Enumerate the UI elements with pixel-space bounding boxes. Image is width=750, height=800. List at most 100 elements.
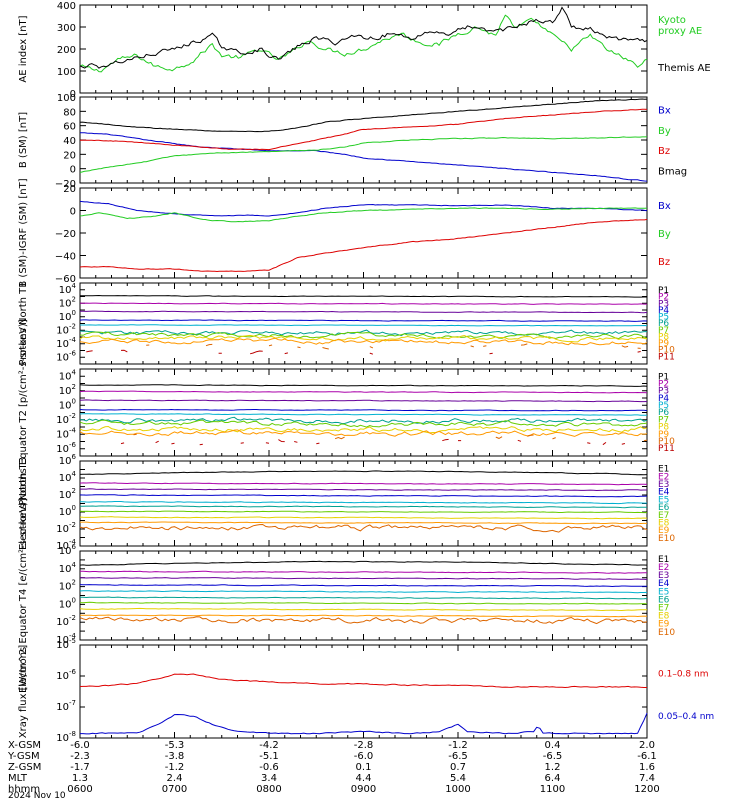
legend-label: P6 [658, 319, 669, 329]
y-axis-label: B (SM) [nT] [18, 112, 29, 168]
legend-label: P4 [658, 306, 669, 316]
y-axis-label: B (SM)-IGRF (SM) [nT] [18, 178, 29, 287]
ephemeris-row-label: Z-GSM [8, 762, 41, 773]
panel-1: 0 100 200 300 400 AE index [nT] Kyoto proxy AE T… [18, 1, 711, 100]
y-tick-label: −20 [55, 229, 76, 240]
y-tick-label: 106 [59, 453, 77, 467]
ephemeris-value: -1.2 [165, 762, 185, 773]
ephemeris-value: 2.4 [167, 773, 183, 784]
series-line-e10 [79, 523, 648, 533]
ephemeris-value: -1.7 [70, 762, 90, 773]
series-line-p4 [79, 319, 648, 322]
y-tick-label: 104 [59, 282, 77, 296]
legend-label: E6 [658, 503, 670, 513]
y-axis-label: Xray flux [W/m^2] [18, 645, 29, 739]
y-tick-label: 10-5 [56, 637, 76, 651]
series-line-e6 [80, 596, 648, 600]
panel-frame [79, 368, 648, 457]
y-tick-label: 104 [59, 470, 77, 484]
legend-label: P7 [658, 415, 669, 425]
y-tick-label: 10-6 [56, 349, 76, 363]
ephemeris-value: -6.0 [70, 740, 90, 751]
y-tick-label: 10-6 [56, 668, 76, 682]
ephemeris-value: -2.8 [354, 740, 374, 751]
y-tick-label: 10-6 [56, 441, 76, 455]
y-tick-label: 10-2 [56, 521, 76, 535]
legend-label: E1 [658, 465, 669, 475]
panel-frame [79, 96, 648, 184]
series-line-p5 [79, 413, 648, 416]
series-line-e1 [79, 470, 648, 476]
y-tick-label: 100 [59, 397, 76, 411]
series-line-e5 [80, 501, 647, 505]
ephemeris-value: -6.0 [354, 751, 374, 762]
ephemeris-row-label: Y-GSM [7, 751, 40, 762]
legend-label: P9 [658, 430, 669, 440]
ephemeris-value: -4.2 [259, 740, 279, 751]
series-line-p9 [79, 429, 648, 437]
ephemeris-value: 1200 [634, 784, 659, 795]
series-line-e2 [79, 482, 648, 486]
ephemeris-value: 2.0 [639, 740, 655, 751]
ephemeris-value: -0.6 [259, 762, 279, 773]
ephemeris-value: 3.4 [261, 773, 277, 784]
series-line-p6 [80, 416, 648, 425]
series-line-e7 [79, 601, 648, 605]
series-line-p1 [79, 384, 648, 387]
legend-label: P11 [658, 352, 675, 362]
series-line-p4 [79, 408, 648, 412]
y-tick-label: 0 [70, 207, 76, 218]
ephemeris-value: 7.4 [639, 773, 655, 784]
y-tick-label: −20 [55, 179, 76, 190]
legend-label: E3 [658, 480, 669, 490]
legend-label: E1 [658, 555, 669, 565]
y-tick-label: 102 [59, 383, 76, 397]
ephemeris-value: 0.4 [545, 740, 561, 751]
panel-frame [79, 644, 648, 739]
series-line-bmag [79, 98, 648, 133]
legend-label: E2 [658, 563, 669, 573]
y-tick-label: 300 [57, 23, 76, 34]
series-line-e3 [80, 488, 647, 492]
series-line-0-1-0-8-nm [79, 673, 647, 689]
ephemeris-value: 0800 [256, 784, 281, 795]
panel-3: −60 −40 −20 0 20 B (SM)-IGRF (SM) [nT] Bx By Bz [18, 178, 671, 287]
legend-label: P7 [658, 326, 669, 336]
series-line-p11 [86, 350, 647, 354]
panel-2: −20 0 20 40 60 80 100 B (SM) [nT] Bx By Bz Bmag [18, 93, 687, 190]
legend-label: E3 [658, 571, 669, 581]
legend-label: Kyoto proxy AE [658, 15, 702, 37]
y-tick-label: 0 [70, 165, 76, 176]
ephemeris-value: -2.3 [70, 751, 90, 762]
y-axis-label: Electrons Equator T4 [e/(cm²-s-sr-keV)] [18, 498, 29, 693]
y-tick-label: 100 [57, 67, 76, 78]
y-tick-label: 100 [59, 504, 76, 518]
series-line-p11 [121, 439, 641, 444]
series-line-by [79, 207, 648, 223]
legend-label: P10 [658, 437, 675, 447]
legend-label: P9 [658, 339, 669, 349]
y-tick-label: 106 [59, 543, 77, 557]
y-tick-label: 10-4 [56, 336, 76, 350]
ephemeris-value: 5.4 [450, 773, 466, 784]
legend-label: 0.05–0.4 nm [658, 712, 714, 722]
series-line-kyoto-proxy-ae [79, 14, 648, 73]
ephemeris-value: 4.4 [356, 773, 372, 784]
y-axis-label: AE index [nT] [18, 15, 29, 82]
legend-label: E7 [658, 511, 669, 521]
y-tick-label: −60 [55, 274, 76, 285]
legend-label: P5 [658, 313, 669, 323]
series-line-e4 [79, 584, 647, 588]
legend-label: Bx [658, 105, 671, 116]
y-axis-label: Protons Equator T2 [p/(cm²-s-sr-keV)] [18, 319, 29, 506]
series-line-e9 [79, 521, 647, 525]
ephemeris-value: 0600 [67, 784, 92, 795]
y-tick-label: 40 [63, 136, 76, 147]
series-line-e1 [79, 560, 648, 566]
legend-label: E6 [658, 595, 670, 605]
panel-6: 10-4 10-2 100 102 104 106 Electrons North T3 E1… [18, 453, 675, 552]
series-line-e4 [79, 494, 648, 498]
